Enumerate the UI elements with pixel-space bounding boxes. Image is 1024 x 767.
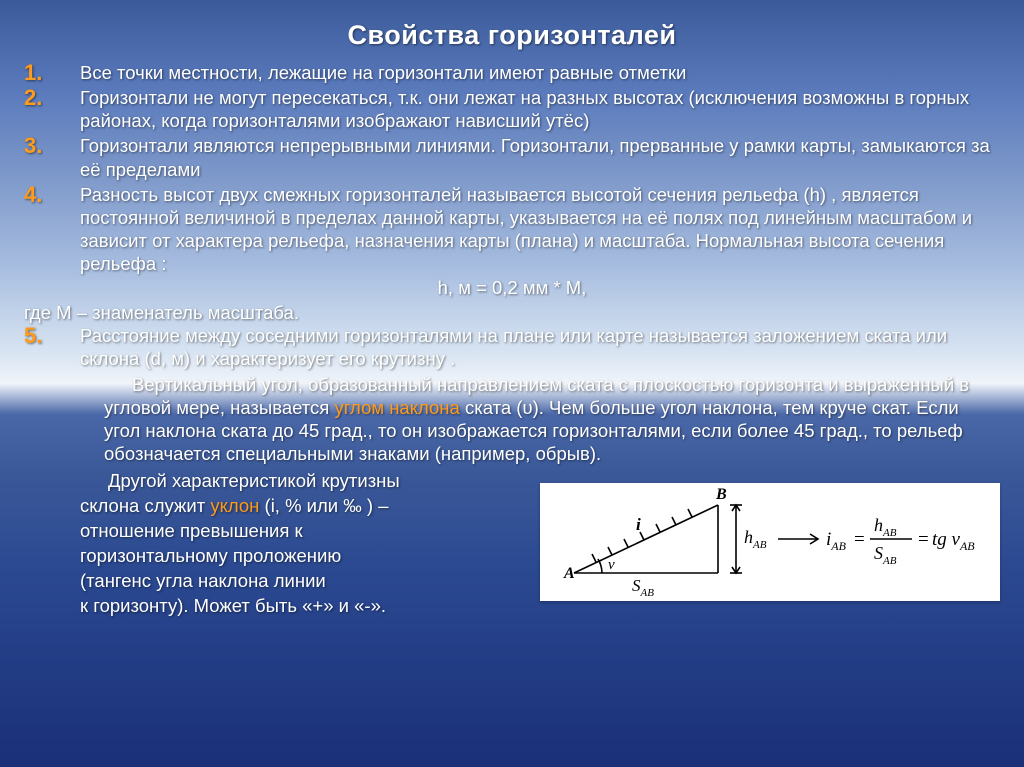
list-item: 5. Расстояние между соседними горизонтал…	[24, 324, 1000, 370]
list-item: 1. Все точки местности, лежащие на гориз…	[24, 61, 1000, 84]
bottom-line: (тангенс угла наклона линии	[80, 569, 454, 594]
bottom-line: отношение превышения к	[80, 519, 454, 544]
item-number: 3.	[24, 132, 42, 160]
highlighted-term: углом наклона	[334, 397, 459, 418]
item-number: 1.	[24, 59, 42, 87]
bottom-text-block: Другой характеристикой крутизны склона с…	[24, 469, 454, 619]
properties-list-cont: 5. Расстояние между соседними горизонтал…	[24, 324, 1000, 370]
svg-text:hAB: hAB	[744, 527, 767, 551]
svg-text:A: A	[563, 565, 575, 582]
item-text: Разность высот двух смежных горизонталей…	[80, 184, 972, 274]
svg-text:B: B	[715, 486, 727, 503]
list-item: 4. Разность высот двух смежных горизонта…	[24, 183, 1000, 276]
bottom-line: горизонтальному проложению	[80, 544, 454, 569]
item-number: 2.	[24, 84, 42, 112]
svg-text:ν: ν	[608, 557, 615, 573]
item-number: 4.	[24, 181, 42, 209]
svg-text:=: =	[854, 529, 865, 550]
highlighted-term: уклон	[210, 495, 259, 516]
bottom-line: к горизонту). Может быть «+» и «-».	[80, 594, 454, 619]
slide: Свойства горизонталей 1. Все точки местн…	[0, 0, 1024, 767]
item-number: 5.	[24, 322, 42, 350]
item-text: Горизонтали не могут пересекаться, т.к. …	[80, 87, 969, 131]
svg-text:iAB: iAB	[826, 529, 847, 553]
slide-title: Свойства горизонталей	[24, 20, 1000, 51]
formula: h, м = 0,2 мм * М,	[24, 277, 1000, 299]
bottom-line: склона служит уклон (i, % или ‰ ) –	[80, 494, 454, 519]
item-text: Расстояние между соседними горизонталями…	[80, 325, 947, 369]
svg-text:SAB: SAB	[874, 543, 897, 567]
list-item: 2. Горизонтали не могут пересекаться, т.…	[24, 86, 1000, 132]
svg-text:=: =	[918, 529, 929, 550]
bottom-row: Другой характеристикой крутизны склона с…	[24, 469, 1000, 619]
paragraph: Вертикальный угол, образованный направле…	[24, 373, 1000, 466]
svg-text:tg νAB: tg νAB	[932, 529, 975, 553]
svg-text:hAB: hAB	[874, 515, 897, 539]
properties-list: 1. Все точки местности, лежащие на гориз…	[24, 61, 1000, 275]
where-text: где М – знаменатель масштаба.	[24, 301, 1000, 324]
item-text: Горизонтали являются непрерывными линиям…	[80, 135, 990, 179]
item-text: Все точки местности, лежащие на горизонт…	[80, 62, 686, 83]
list-item: 3. Горизонтали являются непрерывными лин…	[24, 134, 1000, 180]
svg-text:i: i	[636, 515, 641, 534]
svg-text:SAB: SAB	[632, 576, 654, 599]
slope-diagram: A B i ν SAB hAB iAB = hAB SAB = tg νAB	[540, 483, 1000, 601]
bottom-line: Другой характеристикой крутизны	[80, 469, 454, 494]
